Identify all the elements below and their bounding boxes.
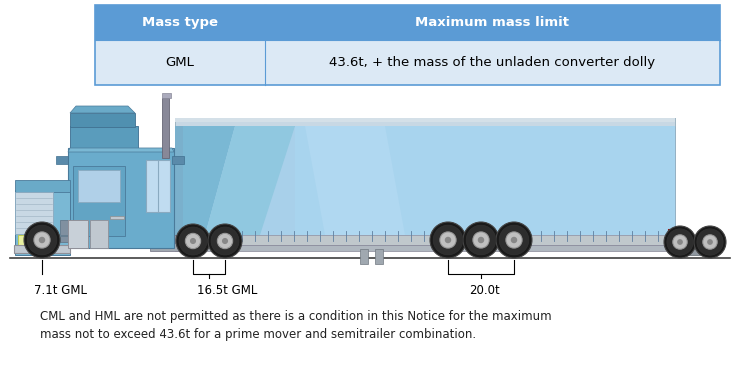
Bar <box>668 237 720 247</box>
Bar <box>175 235 675 245</box>
Circle shape <box>473 232 489 248</box>
Circle shape <box>27 225 57 255</box>
Bar <box>68 148 174 248</box>
Polygon shape <box>70 106 135 113</box>
Polygon shape <box>205 126 295 235</box>
Bar <box>70 113 135 127</box>
Circle shape <box>478 237 484 243</box>
Circle shape <box>496 222 532 258</box>
Polygon shape <box>68 148 174 152</box>
Polygon shape <box>183 126 235 235</box>
Text: 16.5t GML: 16.5t GML <box>197 284 257 297</box>
Bar <box>35 235 50 245</box>
Circle shape <box>664 226 696 258</box>
Circle shape <box>208 224 242 258</box>
Bar <box>175 126 187 235</box>
Bar <box>95 40 720 85</box>
Circle shape <box>499 225 528 255</box>
Circle shape <box>34 232 50 248</box>
Circle shape <box>190 238 196 244</box>
Circle shape <box>511 237 517 243</box>
Bar <box>68 220 88 248</box>
Bar <box>175 118 675 245</box>
Bar <box>162 98 169 158</box>
Text: 43.6t, + the mass of the unladen converter dolly: 43.6t, + the mass of the unladen convert… <box>329 56 656 69</box>
Polygon shape <box>305 126 405 235</box>
Circle shape <box>39 237 45 243</box>
Bar <box>60 220 70 235</box>
Circle shape <box>222 238 228 244</box>
Circle shape <box>433 225 463 255</box>
Circle shape <box>463 222 499 258</box>
Bar <box>73 166 125 236</box>
Circle shape <box>24 222 60 258</box>
Text: 20.0t: 20.0t <box>469 284 500 297</box>
Bar <box>95 5 720 85</box>
Circle shape <box>444 237 451 243</box>
Circle shape <box>440 232 456 248</box>
Bar <box>668 229 686 243</box>
Circle shape <box>667 229 693 255</box>
Bar <box>668 243 718 249</box>
Bar <box>375 249 383 264</box>
Text: CML and HML are not permitted as there is a condition in this Notice for the max: CML and HML are not permitted as there i… <box>40 310 551 341</box>
Text: 7.1t GML: 7.1t GML <box>34 284 87 297</box>
Bar <box>175 118 675 122</box>
Bar <box>15 192 53 234</box>
Circle shape <box>673 235 687 249</box>
Bar <box>162 93 171 98</box>
Bar <box>56 156 68 164</box>
Circle shape <box>179 227 207 255</box>
Bar <box>15 180 70 192</box>
Circle shape <box>694 226 726 258</box>
Bar <box>90 220 108 248</box>
Bar <box>146 160 170 212</box>
Bar <box>672 247 716 255</box>
Bar <box>95 5 720 40</box>
Circle shape <box>677 239 683 245</box>
Circle shape <box>707 239 713 245</box>
Bar <box>110 216 124 219</box>
Bar <box>15 190 70 255</box>
Circle shape <box>697 229 723 255</box>
Text: Maximum mass limit: Maximum mass limit <box>416 16 570 29</box>
Bar <box>175 245 675 251</box>
Bar <box>78 170 120 202</box>
Bar <box>70 126 138 148</box>
Circle shape <box>506 232 522 248</box>
Circle shape <box>703 235 717 249</box>
Bar <box>360 249 368 264</box>
Bar <box>155 235 180 245</box>
Bar <box>60 236 68 242</box>
Circle shape <box>185 233 200 249</box>
Circle shape <box>211 227 239 255</box>
Text: GML: GML <box>166 56 195 69</box>
Text: Mass type: Mass type <box>142 16 218 29</box>
Bar <box>18 235 33 245</box>
Bar <box>172 156 184 164</box>
Bar <box>175 118 675 126</box>
Circle shape <box>217 233 233 249</box>
Circle shape <box>176 224 210 258</box>
Bar <box>150 243 185 251</box>
Bar <box>295 126 675 235</box>
Bar <box>14 245 70 253</box>
Circle shape <box>430 222 466 258</box>
Circle shape <box>467 225 496 255</box>
